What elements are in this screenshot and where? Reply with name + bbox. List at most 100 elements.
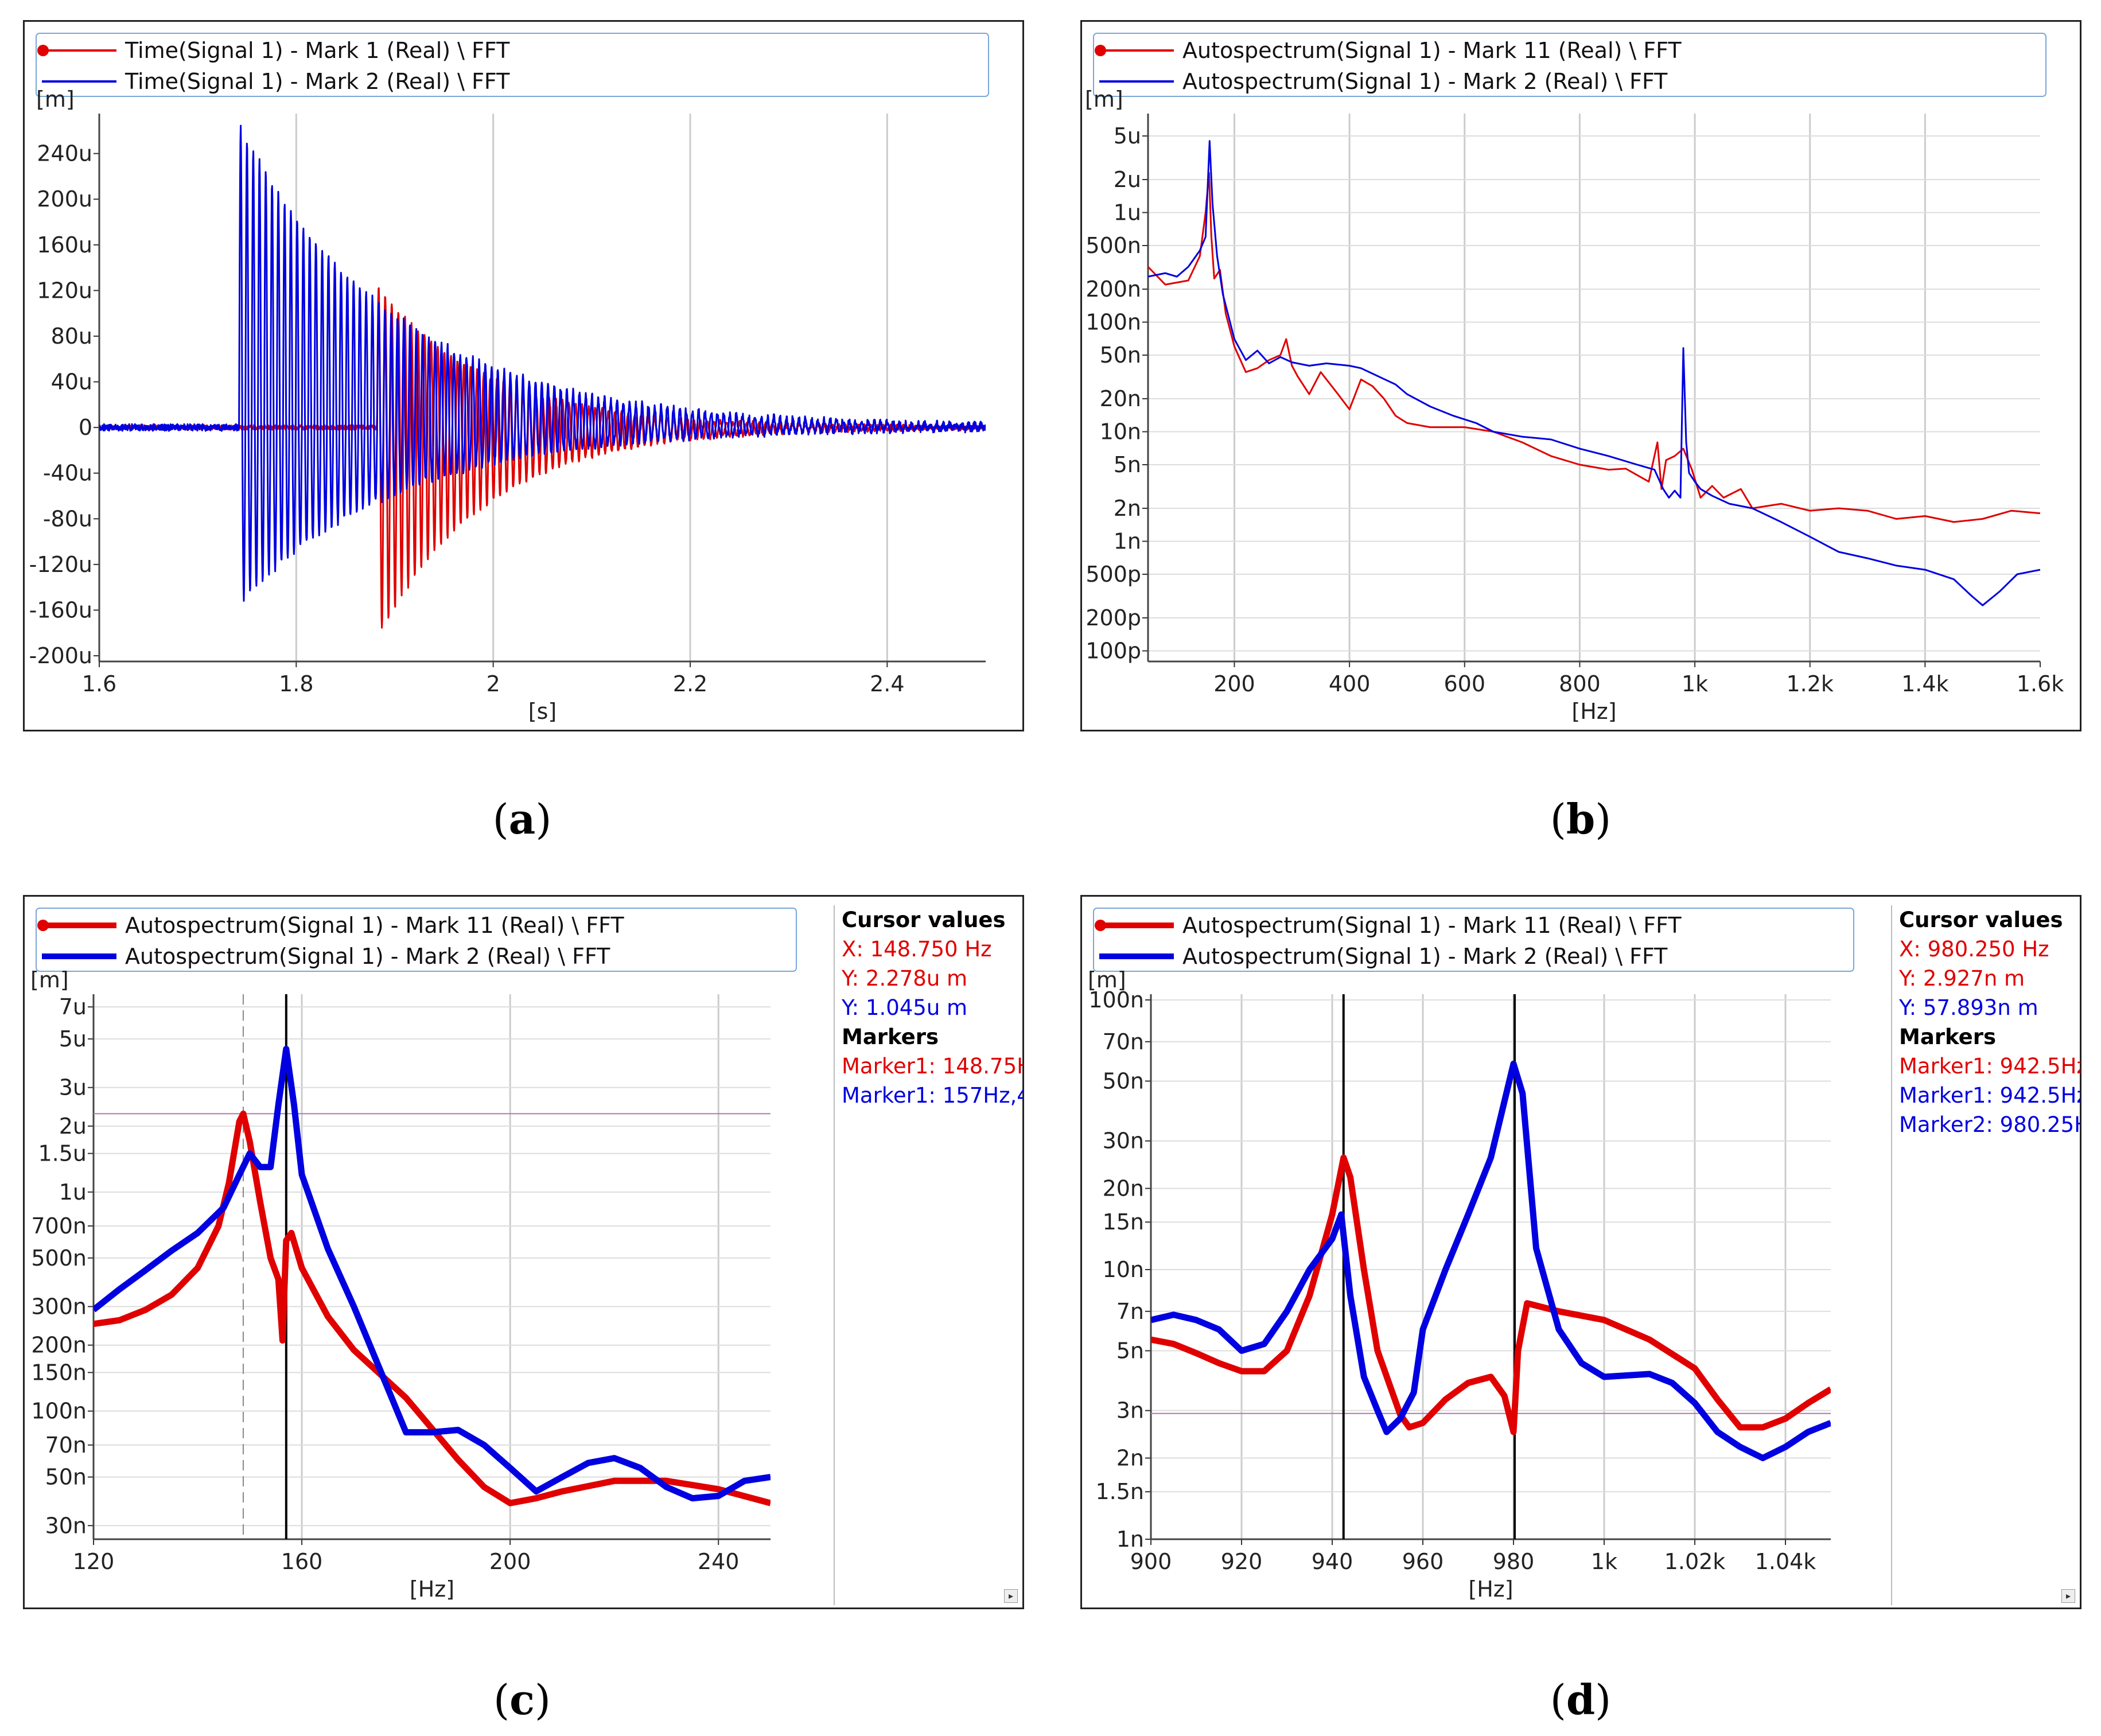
- scroll-right-arrow[interactable]: ▸: [2061, 1589, 2075, 1603]
- y-tick-label: 200p: [1085, 605, 1141, 630]
- x-tick-label: 120: [73, 1549, 115, 1574]
- y-tick-label: 200u: [37, 186, 92, 212]
- x-tick-label: 200: [1213, 671, 1255, 696]
- series-line-red: [99, 287, 986, 629]
- x-tick-label: 2.2: [673, 671, 707, 696]
- chart-panel-d: Autospectrum(Signal 1) - Mark 11 (Real) …: [1080, 895, 2081, 1609]
- y-tick-label: 70n: [45, 1433, 87, 1458]
- x-tick-label: 1k: [1591, 1549, 1617, 1574]
- x-tick-label: 200: [489, 1549, 531, 1574]
- y-tick-label: -120u: [29, 552, 92, 577]
- y-tick-label: 2n: [1114, 496, 1141, 521]
- x-tick-label: 2.4: [870, 671, 904, 696]
- y-tick-label: 160u: [37, 232, 92, 258]
- x-axis-label: [Hz]: [1468, 1577, 1513, 1602]
- series-line-red: [1151, 1154, 1831, 1435]
- x-tick-label: 1.02k: [1664, 1549, 1726, 1574]
- x-tick-label: 1.8: [279, 671, 313, 696]
- y-tick-label: 300n: [31, 1294, 87, 1319]
- x-tick-label: 1.6: [82, 671, 116, 696]
- legend-box: [36, 908, 797, 972]
- legend-box: [36, 33, 989, 97]
- y-unit-label: [m]: [1088, 967, 1126, 992]
- y-tick-label: 700n: [31, 1213, 87, 1239]
- legend-swatch-dot: [37, 45, 49, 56]
- caption-b: (b): [1550, 795, 1612, 843]
- marker1-blue-value: Marker1: 942.5Hz: [1899, 1083, 2080, 1108]
- y-tick-label: 500n: [1085, 233, 1141, 258]
- marker1-red-value: Marker1: 942.5Hz: [1899, 1054, 2080, 1079]
- y-tick-label: -80u: [43, 506, 92, 531]
- x-tick-label: 940: [1312, 1549, 1353, 1574]
- y-tick-label: 240u: [37, 141, 92, 166]
- legend-box: [1093, 33, 2046, 97]
- chart-b-svg: Autospectrum(Signal 1) - Mark 11 (Real) …: [1085, 33, 2064, 724]
- cursor-x-value: X: 148.750 Hz: [842, 937, 992, 962]
- y-tick-label: 40u: [51, 369, 92, 395]
- y-tick-label: 5u: [1114, 123, 1141, 149]
- series-line-blue: [1151, 1060, 1831, 1461]
- chart-panel-c: Autospectrum(Signal 1) - Mark 11 (Real) …: [23, 895, 1024, 1609]
- x-axis-label: [Hz]: [410, 1577, 454, 1602]
- chart-a-svg: Time(Signal 1) - Mark 1 (Real) \ FFT Time…: [29, 33, 989, 724]
- y-tick-label: -160u: [29, 597, 92, 622]
- x-tick-label: 960: [1402, 1549, 1444, 1574]
- x-tick-label: 1.04k: [1755, 1549, 1816, 1574]
- x-tick-label: 160: [281, 1549, 323, 1574]
- x-tick-label: 1.6k: [2017, 671, 2064, 696]
- y-tick-label: 50n: [45, 1465, 87, 1490]
- y-tick-label: 1n: [1116, 1527, 1144, 1552]
- y-tick-label: 3n: [1116, 1398, 1144, 1423]
- legend-swatch-dot: [37, 920, 49, 931]
- legend-swatch-dot: [1095, 45, 1106, 56]
- y-tick-label: 500n: [31, 1245, 87, 1271]
- y-tick-label: 2u: [59, 1114, 87, 1139]
- marker-blue-value: Marker1: 157Hz,4.5u: [842, 1083, 1023, 1108]
- chart-d-svg: Autospectrum(Signal 1) - Mark 11 (Real) …: [1088, 908, 1854, 1602]
- series-line-red: [94, 1110, 771, 1507]
- x-tick-label: 1.2k: [1786, 671, 1833, 696]
- y-tick-label: 70n: [1103, 1029, 1144, 1054]
- y-tick-label: 5u: [59, 1026, 87, 1052]
- y-tick-label: 10n: [1103, 1257, 1144, 1282]
- legend-swatch-dot: [1095, 920, 1106, 931]
- y-tick-label: 80u: [51, 324, 92, 349]
- x-tick-label: 600: [1444, 671, 1486, 696]
- y-unit-label: [m]: [1085, 87, 1123, 112]
- x-tick-label: 920: [1221, 1549, 1263, 1574]
- y-tick-label: 1n: [1114, 528, 1141, 554]
- y-tick-label: 7u: [59, 994, 87, 1019]
- y-tick-label: 5n: [1116, 1338, 1144, 1363]
- series-line-blue: [99, 124, 986, 602]
- y-tick-label: 200n: [31, 1333, 87, 1358]
- legend-entry: Autospectrum(Signal 1) - Mark 11 (Real) …: [1182, 38, 1682, 63]
- y-tick-label: 100n: [1088, 987, 1144, 1013]
- cursor-values-heading: Cursor values: [842, 908, 1006, 932]
- x-tick-label: 800: [1559, 671, 1601, 696]
- y-tick-label: 1.5u: [38, 1141, 87, 1166]
- y-tick-label: 200n: [1085, 277, 1141, 302]
- legend-entry: Autospectrum(Signal 1) - Mark 11 (Real) …: [1182, 913, 1682, 938]
- y-tick-label: 30n: [45, 1513, 87, 1538]
- y-tick-label: 20n: [1100, 386, 1141, 411]
- y-tick-label: 30n: [1103, 1128, 1144, 1154]
- x-axis-label: [s]: [528, 699, 557, 724]
- cursor-x-value: X: 980.250 Hz: [1899, 937, 2049, 962]
- legend-entry: Autospectrum(Signal 1) - Mark 2 (Real) \…: [1182, 944, 1668, 969]
- legend-box: [1093, 908, 1854, 972]
- legend-entry: Autospectrum(Signal 1) - Mark 2 (Real) \…: [125, 944, 610, 969]
- y-tick-label: 1u: [1114, 200, 1141, 225]
- x-tick-label: 1k: [1682, 671, 1708, 696]
- cursor-values-heading: Cursor values: [1899, 908, 2063, 932]
- y-tick-label: 5n: [1114, 452, 1141, 477]
- marker2-blue-value: Marker2: 980.25Hz: [1899, 1112, 2080, 1137]
- series-line-red: [1148, 172, 2040, 523]
- y-tick-label: 10n: [1100, 419, 1141, 444]
- legend-entry: Time(Signal 1) - Mark 2 (Real) \ FFT: [124, 69, 510, 94]
- y-tick-label: 0: [79, 415, 92, 440]
- cursor-y-red-value: Y: 2.927n m: [1899, 966, 2025, 991]
- y-tick-label: 50n: [1100, 342, 1141, 368]
- scroll-right-arrow[interactable]: ▸: [1004, 1589, 1018, 1603]
- chart-c-svg: Autospectrum(Signal 1) - Mark 11 (Real) …: [30, 908, 797, 1602]
- cursor-values-panel-d: Cursor values X: 980.250 Hz Y: 2.927n m …: [1891, 905, 2080, 1605]
